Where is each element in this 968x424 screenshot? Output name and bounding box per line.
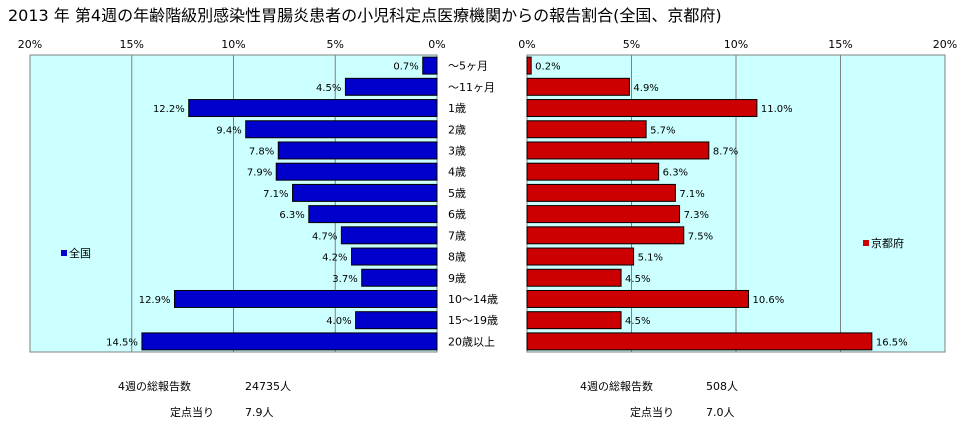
data-label-kyoto: 7.3% <box>684 210 709 221</box>
data-label-national: 12.9% <box>139 295 171 306</box>
right-x-tick-label: 15% <box>828 38 852 51</box>
data-label-national: 6.3% <box>279 210 304 221</box>
data-label-kyoto: 0.2% <box>535 62 560 73</box>
data-label-national: 7.1% <box>263 189 288 200</box>
bar-national <box>308 205 438 224</box>
bar-kyoto <box>526 141 710 160</box>
category-label: 7歳 <box>448 229 466 242</box>
right-x-tick-label: 10% <box>724 38 748 51</box>
right-x-tick-label: 0% <box>518 38 535 51</box>
data-label-national: 7.8% <box>249 146 274 157</box>
data-label-kyoto: 10.6% <box>753 295 785 306</box>
bar-kyoto <box>526 311 622 330</box>
category-label: 2歳 <box>448 123 466 136</box>
data-label-kyoto: 6.3% <box>663 168 688 179</box>
right-plot-panel: 0% 5% 10% 15% 20% 0.2% 4.9% 11.0% 5.7% 8.7% 6.3% 7.… <box>518 38 957 353</box>
category-label: 10～14歳 <box>448 293 498 306</box>
bar-kyoto <box>526 268 622 287</box>
left-x-tick-label: 10% <box>221 38 245 51</box>
bar-kyoto <box>526 77 630 96</box>
bar-kyoto <box>526 99 758 118</box>
national-per-site-value: 7.9人 <box>245 406 274 419</box>
kyoto-per-site-value: 7.0人 <box>706 406 735 419</box>
bar-national <box>141 332 438 351</box>
bar-kyoto <box>526 247 635 266</box>
bar-national <box>245 120 438 139</box>
data-label-national: 12.2% <box>153 104 185 115</box>
data-label-national: 14.5% <box>106 337 138 348</box>
bar-national <box>344 77 438 96</box>
legend-swatch-national <box>61 250 67 256</box>
national-per-site-label: 定点当り <box>170 406 214 419</box>
data-label-kyoto: 5.1% <box>638 253 663 264</box>
bar-national <box>173 289 438 308</box>
legend-label-national: 全国 <box>69 246 91 260</box>
bar-national <box>188 99 438 118</box>
category-label: ～11ヶ月 <box>448 81 495 94</box>
legend-swatch-kyoto <box>863 240 869 246</box>
data-label-national: 4.7% <box>312 231 337 242</box>
category-label: 3歳 <box>448 144 466 157</box>
left-x-tick-label: 20% <box>18 38 42 51</box>
bar-national <box>355 311 438 330</box>
data-label-kyoto: 4.5% <box>625 316 650 327</box>
bar-kyoto <box>526 56 532 75</box>
bar-national <box>275 162 438 181</box>
national-total-value: 24735人 <box>245 380 291 393</box>
bar-kyoto <box>526 205 681 224</box>
data-label-national: 3.7% <box>332 274 357 285</box>
data-label-national: 4.2% <box>322 253 347 264</box>
bar-kyoto <box>526 289 750 308</box>
left-x-tick-label: 0% <box>428 38 445 51</box>
bar-kyoto <box>526 162 660 181</box>
category-label: 4歳 <box>448 166 466 179</box>
data-label-national: 7.9% <box>247 168 272 179</box>
category-label: 20歳以上 <box>448 335 495 348</box>
bar-kyoto <box>526 183 676 202</box>
data-label-kyoto: 5.7% <box>650 125 675 136</box>
category-label: 8歳 <box>448 251 466 264</box>
left-x-tick-label: 5% <box>327 38 344 51</box>
data-label-kyoto: 4.5% <box>625 274 650 285</box>
bar-kyoto <box>526 332 873 351</box>
category-labels: ～5ヶ月 ～11ヶ月 1歳 2歳 3歳 4歳 5歳 6歳 7歳 8歳 9歳 10～14歳 15～19歳 2… <box>448 60 498 349</box>
data-label-national: 9.4% <box>216 125 241 136</box>
bar-national <box>351 247 438 266</box>
bar-national <box>422 56 438 75</box>
data-label-national: 0.7% <box>393 62 418 73</box>
data-label-kyoto: 11.0% <box>761 104 793 115</box>
category-label: 1歳 <box>448 102 466 115</box>
kyoto-per-site-label: 定点当り <box>630 406 674 419</box>
category-label: ～5ヶ月 <box>448 60 488 73</box>
data-label-kyoto: 4.9% <box>633 83 658 94</box>
data-label-kyoto: 7.1% <box>679 189 704 200</box>
bar-kyoto <box>526 226 685 245</box>
category-label: 6歳 <box>448 208 466 221</box>
kyoto-total-label: 4週の総報告数 <box>580 380 653 393</box>
bar-national <box>361 268 438 287</box>
legend-label-kyoto: 京都府 <box>871 236 904 250</box>
chart-title: 2013 年 第4週の年齢階級別感染性胃腸炎患者の小児科定点医療機関からの報告割… <box>8 6 722 25</box>
bar-national <box>292 183 438 202</box>
left-plot-panel: 20% 15% 10% 5% 0% 0.7% 4.5% 12.2% 9.4% 7.8% 7.9% 7.… <box>18 38 446 353</box>
category-label: 15～19歳 <box>448 314 498 327</box>
data-label-kyoto: 16.5% <box>876 337 908 348</box>
bar-kyoto <box>526 120 647 139</box>
bar-national <box>277 141 438 160</box>
category-label: 9歳 <box>448 272 466 285</box>
data-label-kyoto: 8.7% <box>713 146 738 157</box>
category-label: 5歳 <box>448 187 466 200</box>
right-x-tick-label: 20% <box>933 38 957 51</box>
data-label-national: 4.5% <box>316 83 341 94</box>
data-label-kyoto: 7.5% <box>688 231 713 242</box>
data-label-national: 4.0% <box>326 316 351 327</box>
left-x-tick-label: 15% <box>120 38 144 51</box>
bar-national <box>340 226 438 245</box>
national-total-label: 4週の総報告数 <box>118 380 191 393</box>
right-x-tick-label: 5% <box>623 38 640 51</box>
kyoto-total-value: 508人 <box>706 380 738 393</box>
